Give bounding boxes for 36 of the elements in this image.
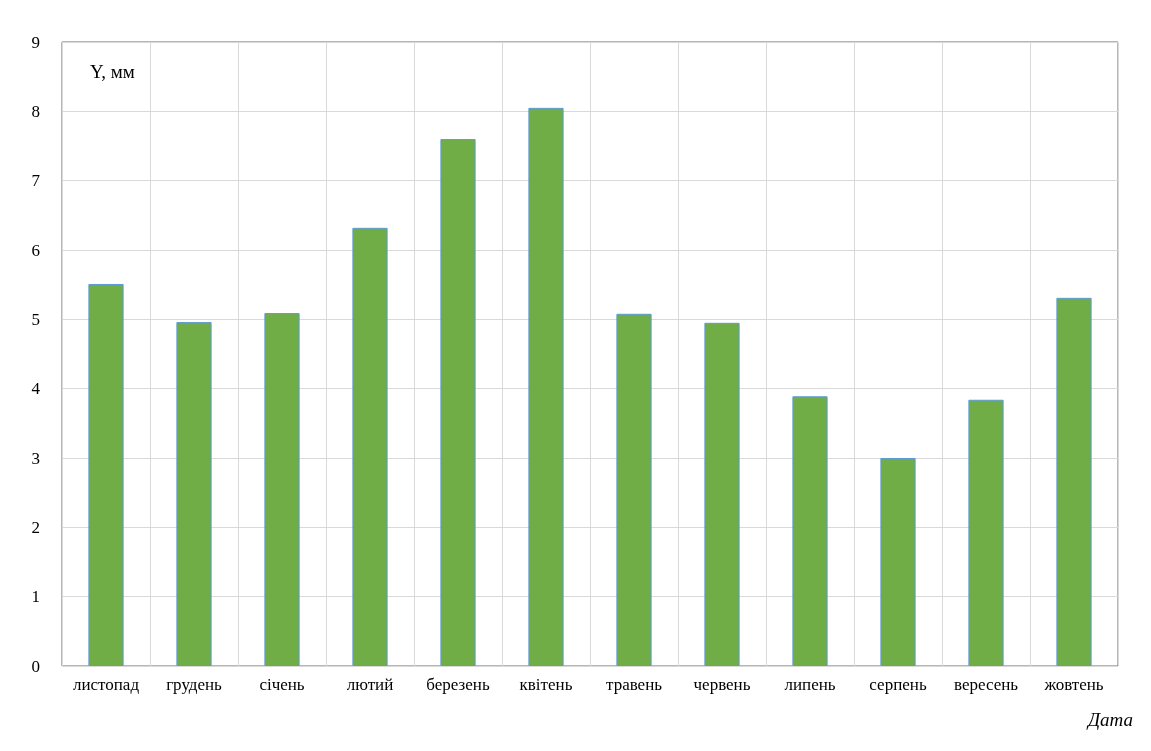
y-tick-label: 6: [31, 240, 40, 260]
bar: [792, 396, 828, 666]
x-tick-label: жовтень: [1043, 675, 1104, 694]
bar: [528, 107, 564, 666]
bar: [176, 322, 212, 666]
x-tick-label: травень: [605, 675, 663, 694]
y-tick-label: 7: [31, 171, 41, 191]
y-tick-label: 8: [31, 101, 40, 121]
x-tick-label: квітень: [519, 675, 573, 694]
bar: [880, 458, 916, 666]
bar: [352, 227, 388, 666]
y-tick-label: 4: [31, 379, 41, 399]
x-tick-label: липень: [784, 675, 836, 694]
y-tick-label: 5: [31, 309, 40, 329]
bar: [264, 313, 300, 666]
y-tick-label: 0: [31, 656, 40, 676]
x-tick-label: березень: [426, 675, 490, 694]
x-tick-label: грудень: [166, 675, 223, 694]
x-tick-label: листопад: [72, 675, 140, 694]
bar: [616, 313, 652, 666]
bar: [88, 283, 124, 666]
y-tick-label: 9: [31, 32, 40, 52]
x-tick-label: червень: [693, 675, 751, 694]
bar: [1056, 297, 1092, 666]
x-tick-label: серпень: [869, 675, 927, 694]
y-axis-title: Y, мм: [90, 61, 135, 82]
y-tick-label: 1: [31, 587, 40, 607]
x-tick-label: вересень: [953, 675, 1019, 694]
bar: [968, 399, 1004, 666]
x-tick-label: січень: [259, 675, 305, 694]
bar: [704, 322, 740, 666]
x-axis-title: Дата: [1085, 709, 1133, 730]
x-tick-label: лютий: [346, 675, 394, 694]
y-tick-label: 2: [31, 517, 40, 537]
bar: [440, 139, 476, 666]
y-tick-label: 3: [31, 448, 40, 468]
